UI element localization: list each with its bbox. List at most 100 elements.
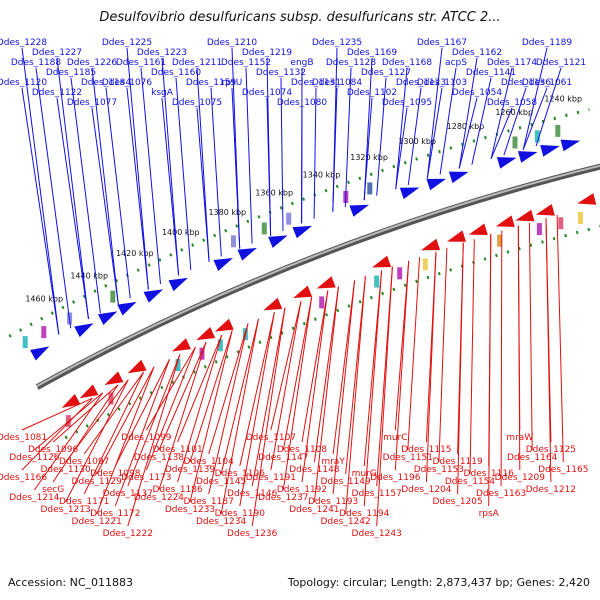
gene-label: Ddes_1221 xyxy=(72,517,122,527)
gene-label: Ddes_1234 xyxy=(196,517,247,527)
gene-label: Ddes_1169 xyxy=(347,48,398,58)
gene-leader-line xyxy=(161,57,180,276)
gene-label: Ddes_1132 xyxy=(256,68,306,78)
gene-label: Ddes_1223 xyxy=(137,48,187,58)
gene-leader-line xyxy=(91,107,119,305)
gene-label: Ddes_1107 xyxy=(246,433,296,443)
gene-leader-line xyxy=(52,384,119,443)
gene-leader-line xyxy=(251,307,286,487)
gene-label: Ddes_1236 xyxy=(227,529,278,539)
gene-label: Ddes_1125 xyxy=(526,445,576,455)
gene-label: Ddes_1196 xyxy=(370,473,421,483)
gene-leader-line xyxy=(83,371,145,495)
gene-leader-line xyxy=(177,334,223,443)
gene-leader-line xyxy=(96,366,155,515)
gene-label: Ddes_1102 xyxy=(347,88,397,98)
gene-leader-line xyxy=(471,77,492,165)
gene-label: Ddes_1148 xyxy=(289,465,340,475)
gene-leader-line xyxy=(407,87,422,185)
gene-label: Ddes_1159 xyxy=(186,78,237,88)
forward-gene-arrow xyxy=(560,139,581,152)
gene-label: Ddes_1126 xyxy=(9,453,60,463)
gene-label: Ddes_1212 xyxy=(526,485,576,495)
gene-leader-line xyxy=(96,366,155,475)
gene-leader-line xyxy=(140,67,161,284)
forward-gene-arrow xyxy=(117,301,137,316)
gene-label: Ddes_1213 xyxy=(40,505,90,515)
gene-leader-line xyxy=(126,87,149,290)
gene-leader-line xyxy=(161,97,180,276)
forward-gene-arrow xyxy=(496,157,517,169)
gene-leader-line xyxy=(196,107,210,262)
reverse-gene-arrow xyxy=(446,230,467,242)
forward-gene-arrow xyxy=(213,258,233,271)
gene-leader-line xyxy=(313,286,339,503)
backbone-highlight xyxy=(36,164,600,388)
gene-label: Ddes_1210 xyxy=(207,38,258,48)
gene-label: Ddes_1131 xyxy=(291,78,341,88)
gene-leader-line xyxy=(469,239,475,475)
gene-leader-line xyxy=(189,330,233,503)
scale-label: 1380 kbp xyxy=(208,208,246,217)
gene-label: Ddes_1237 xyxy=(258,493,308,503)
feature-box-inner xyxy=(536,223,542,236)
gene-leader-line xyxy=(83,371,145,455)
gene-label: Ddes_1233 xyxy=(165,505,215,515)
gene-leader-line xyxy=(177,334,223,483)
gene-label: Ddes_1152 xyxy=(221,58,271,68)
gene-leader-line xyxy=(65,379,129,503)
gene-label: Ddes_1136 xyxy=(501,78,552,88)
reverse-gene-arrow xyxy=(172,338,191,352)
gene-label: Ddes_1077 xyxy=(67,98,117,108)
gene-label: Ddes_1214 xyxy=(9,493,60,503)
gene-label: Ddes_1084 xyxy=(312,78,363,88)
feature-box-outer xyxy=(231,235,236,248)
gene-leader-line xyxy=(407,257,421,451)
gene-label: Ddes_1080 xyxy=(277,98,328,108)
gene-label: murC xyxy=(383,433,407,443)
gene-label: Ddes_1128 xyxy=(326,58,377,68)
gene-label: Ddes_1153 xyxy=(414,465,464,475)
gene-leader-line xyxy=(438,247,448,463)
gene-label: Ddes_1228 xyxy=(0,38,47,48)
gene-leader-line xyxy=(332,87,338,212)
forward-gene-arrow xyxy=(237,247,258,261)
gene-leader-line xyxy=(345,276,366,475)
gene-label: Ddes_1165 xyxy=(538,465,588,475)
gene-leader-line xyxy=(458,97,478,169)
gene-leader-line xyxy=(196,67,210,262)
feature-box-inner xyxy=(108,392,114,405)
scale-label: 1320 kbp xyxy=(350,153,388,162)
gene-leader-line xyxy=(239,312,275,507)
gene-leader-line xyxy=(158,342,207,491)
forward-gene-arrow xyxy=(426,178,447,191)
gene-label: Ddes_1187 xyxy=(184,497,234,507)
gene-label: Ddes_1225 xyxy=(102,38,152,48)
gene-leader-line xyxy=(522,87,548,150)
feature-box-inner xyxy=(422,258,428,271)
gene-leader-line xyxy=(126,47,149,290)
feature-box-inner xyxy=(374,275,380,288)
gene-label: Ddes_1058 xyxy=(487,98,538,108)
gene-leader-line xyxy=(439,67,457,175)
gene-label: Ddes_1103 xyxy=(417,78,467,88)
gene-leader-line xyxy=(545,218,552,483)
gene-label: Ddes_1127 xyxy=(361,68,411,78)
gene-leader-line xyxy=(363,270,383,507)
gene-leader-line xyxy=(395,67,408,190)
gene-leader-line xyxy=(21,47,60,335)
feature-box-inner xyxy=(217,339,223,352)
feature-box-inner xyxy=(319,296,325,309)
gene-label: Ddes_1194 xyxy=(339,509,390,519)
gene-label: Ddes_1242 xyxy=(320,517,370,527)
gene-leader-line xyxy=(220,318,259,515)
feature-box-outer xyxy=(22,336,28,349)
gene-label: Ddes_1224 xyxy=(134,493,185,503)
gene-leader-line xyxy=(114,359,170,467)
gene-label: Ddes_1190 xyxy=(215,509,266,519)
gene-leader-line xyxy=(52,384,119,483)
feature-box-inner xyxy=(397,267,403,280)
gene-leader-line xyxy=(220,318,259,475)
